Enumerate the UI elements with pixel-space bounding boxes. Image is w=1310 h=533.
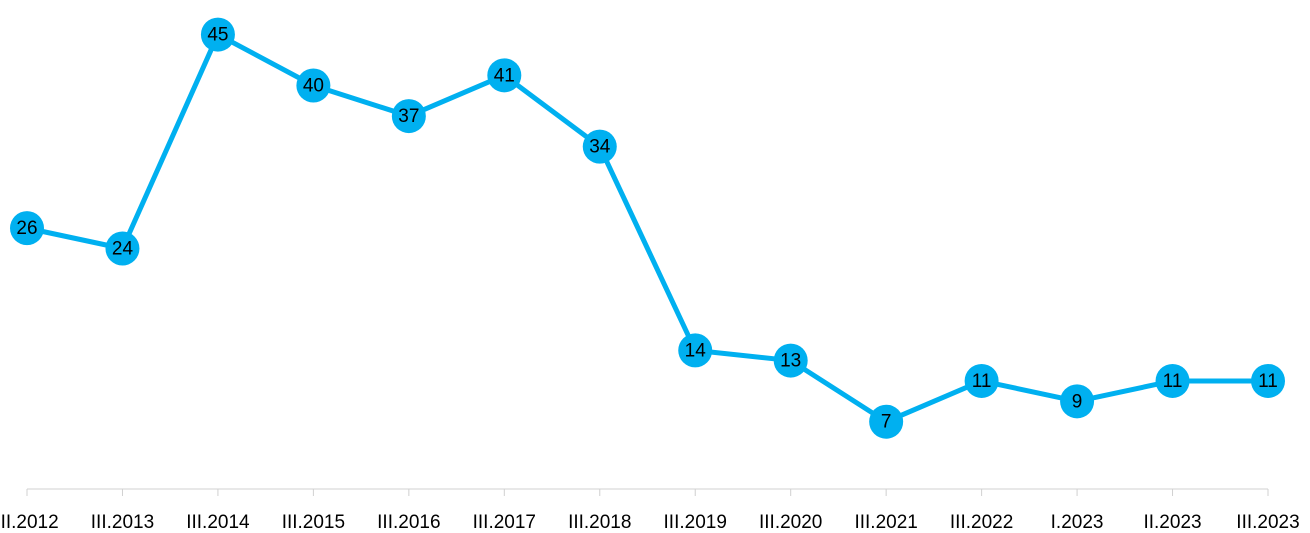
marker — [200, 17, 235, 52]
x-tick-label: III.2018 — [568, 512, 631, 533]
x-tick-label: III.2013 — [91, 512, 154, 533]
data-label: 11 — [1258, 371, 1278, 392]
marker — [582, 129, 617, 164]
x-tick-label: III.2015 — [282, 512, 345, 533]
x-tick-label: III.2014 — [186, 512, 250, 533]
data-label: 13 — [780, 351, 801, 372]
marker — [773, 343, 808, 378]
data-label: 41 — [494, 65, 515, 86]
x-tick-label: III.2012 — [0, 512, 59, 533]
x-tick-label: I.2023 — [1051, 512, 1104, 533]
data-label: 11 — [972, 371, 992, 392]
marker — [391, 99, 426, 134]
marker — [105, 231, 140, 266]
x-tick-label: III.2020 — [759, 512, 822, 533]
marker — [678, 333, 713, 368]
marker — [1251, 363, 1285, 398]
x-tick-label: III.2021 — [854, 512, 917, 533]
data-label: 9 — [1072, 391, 1083, 412]
marker — [487, 58, 522, 93]
data-label: 37 — [398, 106, 419, 127]
marker — [1060, 384, 1095, 419]
data-label: 14 — [685, 340, 707, 361]
line — [26, 32, 1268, 425]
data-label: 7 — [881, 412, 892, 433]
marker — [869, 404, 904, 439]
x-tick-label: II.2023 — [1143, 512, 1201, 533]
x-tick-label: III.2017 — [473, 512, 536, 533]
marker — [10, 211, 44, 246]
marker — [296, 68, 331, 103]
x-tick-label: III.2022 — [950, 512, 1013, 533]
data-label: 45 — [207, 25, 228, 46]
data-label: 24 — [112, 239, 134, 260]
marker — [964, 363, 999, 398]
data-label: 40 — [303, 76, 324, 97]
marker — [1155, 363, 1190, 398]
data-label: 11 — [1163, 371, 1183, 392]
x-tick-label: III.2023 — [1236, 512, 1299, 533]
data-label: 26 — [16, 218, 37, 239]
data-label: 34 — [589, 137, 611, 158]
x-tick-label: III.2016 — [377, 512, 440, 533]
x-tick-label: III.2019 — [664, 512, 727, 533]
